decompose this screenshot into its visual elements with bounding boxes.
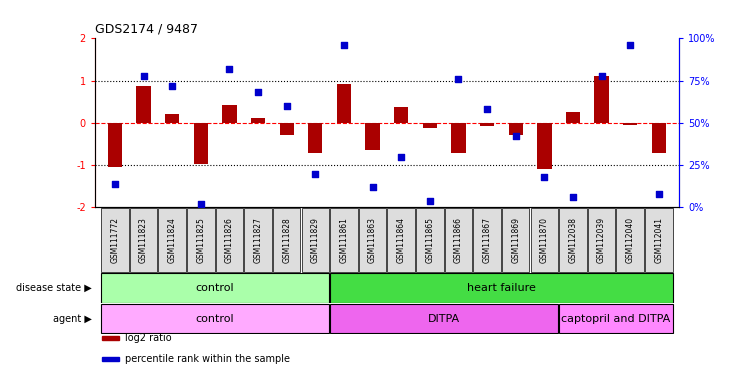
Text: GSM111823: GSM111823: [139, 217, 148, 263]
Bar: [337, 84, 351, 123]
Text: GSM111866: GSM111866: [454, 217, 463, 263]
FancyBboxPatch shape: [359, 208, 386, 272]
Bar: [101, 304, 329, 333]
Text: GSM111825: GSM111825: [196, 217, 205, 263]
Point: [596, 73, 607, 79]
Text: GSM111861: GSM111861: [339, 217, 348, 263]
Bar: [537, 123, 551, 169]
Bar: [280, 123, 294, 135]
Text: GSM111865: GSM111865: [426, 217, 434, 263]
Bar: [559, 304, 672, 333]
FancyBboxPatch shape: [502, 208, 529, 272]
Text: captopril and DITPA: captopril and DITPA: [561, 314, 671, 324]
Point: [109, 180, 120, 187]
Text: control: control: [196, 314, 234, 324]
Bar: [652, 123, 666, 153]
FancyBboxPatch shape: [645, 208, 672, 272]
FancyBboxPatch shape: [245, 208, 272, 272]
Text: GSM112038: GSM112038: [569, 217, 577, 263]
FancyBboxPatch shape: [215, 208, 243, 272]
Point: [653, 191, 665, 197]
Bar: [480, 123, 494, 126]
Bar: [137, 86, 150, 123]
Bar: [165, 114, 180, 123]
Bar: [394, 107, 408, 123]
FancyBboxPatch shape: [531, 208, 558, 272]
Point: [481, 106, 493, 113]
Point: [223, 66, 235, 72]
Bar: [509, 123, 523, 135]
Bar: [223, 105, 237, 123]
Bar: [423, 123, 437, 128]
Text: log2 ratio: log2 ratio: [125, 333, 172, 343]
Text: GSM112041: GSM112041: [654, 217, 664, 263]
FancyBboxPatch shape: [559, 208, 587, 272]
Text: GSM111863: GSM111863: [368, 217, 377, 263]
FancyBboxPatch shape: [588, 208, 615, 272]
Bar: [594, 76, 609, 123]
Text: GSM111772: GSM111772: [110, 217, 120, 263]
Point: [310, 170, 321, 177]
FancyBboxPatch shape: [445, 208, 472, 272]
Bar: [193, 123, 208, 164]
Bar: [308, 123, 323, 153]
Text: heart failure: heart failure: [467, 283, 536, 293]
Bar: [366, 123, 380, 150]
Point: [396, 154, 407, 160]
Bar: [623, 123, 637, 125]
Point: [253, 89, 264, 96]
FancyBboxPatch shape: [330, 208, 358, 272]
Point: [195, 201, 207, 207]
Bar: [108, 123, 122, 167]
Point: [510, 133, 521, 139]
Text: GSM111870: GSM111870: [540, 217, 549, 263]
FancyBboxPatch shape: [416, 208, 444, 272]
Bar: [330, 273, 672, 303]
Text: GSM111826: GSM111826: [225, 217, 234, 263]
Point: [138, 73, 150, 79]
Point: [567, 194, 579, 200]
Bar: [330, 304, 558, 333]
Text: disease state ▶: disease state ▶: [16, 283, 92, 293]
FancyBboxPatch shape: [101, 208, 128, 272]
Point: [281, 103, 293, 109]
Text: GSM111824: GSM111824: [168, 217, 177, 263]
Text: agent ▶: agent ▶: [53, 314, 92, 324]
Text: GSM111867: GSM111867: [483, 217, 491, 263]
Point: [624, 42, 636, 48]
Text: GSM112040: GSM112040: [626, 217, 634, 263]
Point: [424, 197, 436, 204]
Point: [338, 42, 350, 48]
FancyBboxPatch shape: [301, 208, 329, 272]
Text: DITPA: DITPA: [428, 314, 460, 324]
Bar: [251, 118, 265, 123]
FancyBboxPatch shape: [388, 208, 415, 272]
FancyBboxPatch shape: [473, 208, 501, 272]
Point: [453, 76, 464, 82]
Point: [166, 83, 178, 89]
Bar: [101, 273, 329, 303]
Text: percentile rank within the sample: percentile rank within the sample: [125, 354, 290, 364]
Text: GSM111864: GSM111864: [396, 217, 406, 263]
Text: GSM112039: GSM112039: [597, 217, 606, 263]
Bar: [566, 112, 580, 123]
Text: GSM111828: GSM111828: [283, 217, 291, 263]
FancyBboxPatch shape: [617, 208, 644, 272]
Point: [539, 174, 550, 180]
Text: GSM111827: GSM111827: [253, 217, 263, 263]
Text: GSM111829: GSM111829: [311, 217, 320, 263]
FancyBboxPatch shape: [158, 208, 186, 272]
FancyBboxPatch shape: [130, 208, 157, 272]
FancyBboxPatch shape: [187, 208, 215, 272]
FancyBboxPatch shape: [273, 208, 301, 272]
Point: [366, 184, 378, 190]
Bar: [451, 123, 466, 153]
Text: GDS2174 / 9487: GDS2174 / 9487: [95, 23, 198, 36]
Text: control: control: [196, 283, 234, 293]
Text: GSM111869: GSM111869: [511, 217, 520, 263]
